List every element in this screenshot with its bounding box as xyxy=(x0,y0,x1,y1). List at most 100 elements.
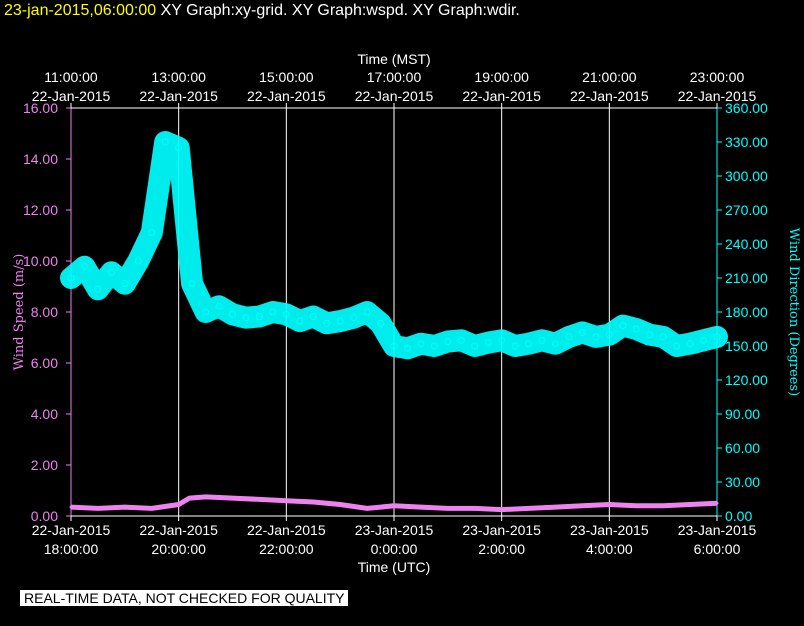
top-tick-time: 17:00:00 xyxy=(367,69,422,85)
header-graph-list: XY Graph:xy-grid. XY Graph:wspd. XY Grap… xyxy=(160,2,520,19)
wind-direction-point xyxy=(336,317,344,325)
left-tick-label: 12.00 xyxy=(23,202,58,218)
bottom-tick-date: 22-Jan-2015 xyxy=(139,522,218,538)
wind-direction-point xyxy=(296,317,304,325)
wind-direction-point xyxy=(686,340,694,348)
wind-speed-point xyxy=(446,506,450,510)
bottom-axis-title: Time (UTC) xyxy=(358,559,431,575)
wind-speed-point xyxy=(392,504,396,508)
wind-direction-point xyxy=(457,336,465,344)
wind-direction-point xyxy=(700,336,708,344)
wind-direction-point xyxy=(713,333,721,341)
wind-speed-point xyxy=(473,506,477,510)
top-tick-time: 15:00:00 xyxy=(259,69,314,85)
wind-speed-point xyxy=(231,496,234,500)
left-tick-label: 4.00 xyxy=(31,406,58,422)
wind-speed-point xyxy=(554,505,557,509)
right-tick-label: 120.00 xyxy=(725,372,768,388)
wind-direction-point xyxy=(255,313,263,321)
wind-speed-point xyxy=(634,504,638,508)
wind-direction-point xyxy=(363,308,371,316)
wind-speed-point xyxy=(365,506,369,510)
right-tick-label: 360.00 xyxy=(725,100,768,116)
right-tick-label: 300.00 xyxy=(725,168,768,184)
wind-direction-band xyxy=(60,131,728,360)
wind-direction-point xyxy=(659,333,667,341)
wind-direction-point xyxy=(94,285,102,293)
bottom-tick-time: 20:00:00 xyxy=(151,541,206,557)
wind-speed-point xyxy=(284,499,288,503)
top-tick-time: 19:00:00 xyxy=(474,69,529,85)
bottom-tick-time: 6:00:00 xyxy=(694,541,741,557)
top-tick-time: 11:00:00 xyxy=(44,69,98,85)
top-tick-date: 22-Jan-2015 xyxy=(355,88,434,104)
wind-direction-point xyxy=(148,229,156,237)
wind-speed-point xyxy=(96,506,100,510)
wind-speed-point xyxy=(338,503,342,507)
wind-direction-point xyxy=(444,337,452,345)
wind-speed-point xyxy=(150,506,154,510)
top-tick-date: 22-Jan-2015 xyxy=(678,88,757,104)
left-tick-label: 14.00 xyxy=(23,151,58,167)
right-tick-label: 90.00 xyxy=(725,406,760,422)
wind-speed-line xyxy=(70,494,718,513)
wind-speed-point xyxy=(688,503,692,507)
bottom-tick-date: 22-Jan-2015 xyxy=(32,522,111,538)
right-tick-label: 330.00 xyxy=(725,134,768,150)
bottom-tick-date: 23-Jan-2015 xyxy=(570,522,649,538)
wind-direction-point xyxy=(565,333,573,341)
wind-direction-point xyxy=(309,313,317,321)
wind-direction-point xyxy=(202,308,210,316)
left-tick-label: 0.00 xyxy=(31,508,58,524)
wind-direction-point xyxy=(605,331,613,339)
wind-direction-point xyxy=(175,144,183,152)
left-tick-label: 10.00 xyxy=(23,253,58,269)
wind-direction-point xyxy=(498,336,506,344)
bottom-tick-date: 23-Jan-2015 xyxy=(462,522,541,538)
wind-direction-point xyxy=(134,257,142,265)
wind-speed-point xyxy=(419,505,423,509)
left-tick-label: 2.00 xyxy=(31,457,58,473)
wind-direction-point xyxy=(511,342,519,350)
wind-direction-point xyxy=(242,314,250,322)
top-tick-date: 22-Jan-2015 xyxy=(247,88,326,104)
right-tick-label: 30.00 xyxy=(725,474,760,490)
wind-direction-point xyxy=(323,319,331,327)
wind-direction-point xyxy=(417,340,425,348)
wind-direction-point xyxy=(188,280,196,288)
chart-header: 23-jan-2015,06:00:00 XY Graph:xy-grid. X… xyxy=(4,2,520,20)
bottom-tick-time: 18:00:00 xyxy=(44,541,99,557)
wind-speed-point xyxy=(500,508,504,512)
wind-direction-point xyxy=(430,342,438,350)
wind-direction-point xyxy=(350,314,358,322)
wind-speed-point xyxy=(69,505,73,509)
top-tick-date: 22-Jan-2015 xyxy=(570,88,649,104)
right-tick-label: 180.00 xyxy=(725,304,768,320)
top-tick-time: 13:00:00 xyxy=(151,69,206,85)
wind-speed-point xyxy=(257,497,261,501)
wind-direction-point xyxy=(215,302,223,310)
right-tick-label: 150.00 xyxy=(725,338,768,354)
wind-direction-point xyxy=(538,336,546,344)
top-tick-date: 22-Jan-2015 xyxy=(32,88,111,104)
right-axis-title: Wind Direction (Degrees) xyxy=(786,228,801,396)
wind-direction-point xyxy=(552,340,559,348)
wind-speed-point xyxy=(527,506,531,510)
bottom-tick-time: 0:00:00 xyxy=(371,541,418,557)
right-tick-label: 60.00 xyxy=(725,440,760,456)
left-tick-label: 16.00 xyxy=(23,100,58,116)
left-tick-label: 8.00 xyxy=(31,304,58,320)
wind-direction-point xyxy=(121,280,129,288)
bottom-tick-date: 23-Jan-2015 xyxy=(678,522,757,538)
wind-speed-point xyxy=(123,505,127,509)
wind-speed-point xyxy=(311,500,315,504)
wind-direction-point xyxy=(377,319,385,327)
right-tick-label: 240.00 xyxy=(725,236,768,252)
wind-direction-point xyxy=(632,325,640,333)
wind-direction-point xyxy=(390,342,398,350)
wind-direction-point xyxy=(403,344,411,352)
wind-direction-point xyxy=(269,308,277,316)
wind-direction-point xyxy=(161,138,169,146)
top-tick-time: 23:00:00 xyxy=(690,69,745,85)
